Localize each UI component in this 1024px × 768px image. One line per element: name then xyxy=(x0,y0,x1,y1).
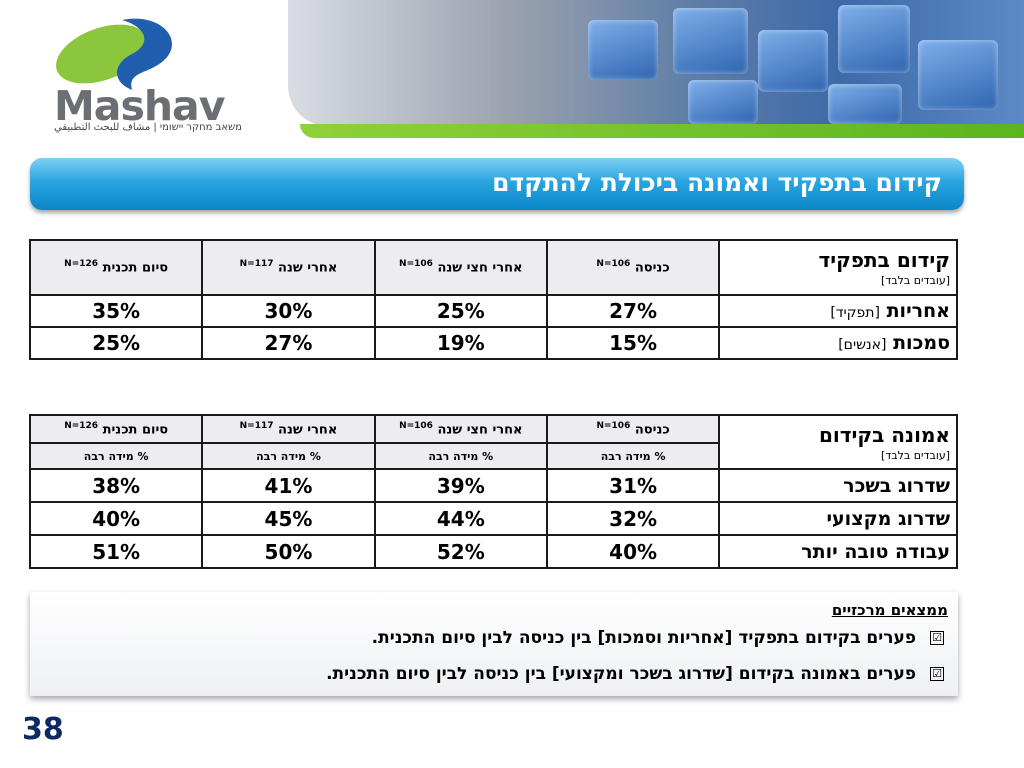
logo-tagline: משאב מחקר יישומי | مشاف للبحث التطبيقي xyxy=(54,122,242,133)
value-cell: 40% xyxy=(28,501,204,536)
header-banner: Mashav משאב מחקר יישומי | مشاف للبحث الت… xyxy=(0,0,1024,140)
column-header: סיום תכנית N=126 xyxy=(28,414,204,444)
table-row: שדרוג בשכר 31% 39% 41% 38% xyxy=(28,468,958,503)
subheader-cell: % מידה רבה xyxy=(201,442,376,470)
value-cell: 15% xyxy=(545,326,721,360)
table-title: קידום בתפקיד xyxy=(818,248,950,272)
value-cell: 25% xyxy=(373,294,548,328)
value-cell: 40% xyxy=(545,534,721,569)
row-label: שדרוג בשכר xyxy=(718,468,958,503)
column-header: אחרי חצי שנה N=106 xyxy=(373,414,548,444)
table-row: אחריות [תפקיד] 27% 25% 30% 35% xyxy=(28,294,958,328)
row-label: אחריות [תפקיד] xyxy=(718,294,958,328)
value-cell: 41% xyxy=(201,468,376,503)
key-findings-box: ממצאים מרכזיים ☑פערים בקידום בתפקיד [אחר… xyxy=(30,592,958,696)
value-cell: 30% xyxy=(201,294,376,328)
value-cell: 45% xyxy=(201,501,376,536)
row-label: שדרוג מקצועי xyxy=(718,501,958,536)
value-cell: 32% xyxy=(545,501,721,536)
table-subtitle: [עובדים בלבד] xyxy=(880,448,950,462)
table-title-cell: אמונה בקידום [עובדים בלבד] xyxy=(718,414,958,470)
table-row: עבודה טובה יותר 40% 52% 50% 51% xyxy=(28,534,958,569)
value-cell: 25% xyxy=(28,326,204,360)
promotion-table: קידום בתפקיד [עובדים בלבד] כניסה N=106 א… xyxy=(28,239,958,360)
column-header: אחרי חצי שנה N=106 xyxy=(373,239,548,296)
value-cell: 52% xyxy=(373,534,548,569)
column-header: אחרי שנה N=117 xyxy=(201,239,376,296)
slide-title-bar: קידום בתפקיד ואמונה ביכולת להתקדם xyxy=(30,158,964,210)
value-cell: 35% xyxy=(28,294,204,328)
value-cell: 39% xyxy=(373,468,548,503)
finding-item: ☑פערים בקידום בתפקיד [אחריות וסמכות] בין… xyxy=(372,628,944,648)
subheader-cell: % מידה רבה xyxy=(28,442,204,470)
belief-table: אמונה בקידום [עובדים בלבד] כניסה N=106 א… xyxy=(28,414,958,569)
table-subtitle: [עובדים בלבד] xyxy=(880,274,950,287)
value-cell: 19% xyxy=(373,326,548,360)
value-cell: 27% xyxy=(201,326,376,360)
slide-title: קידום בתפקיד ואמונה ביכולת להתקדם xyxy=(492,168,942,197)
checkbox-icon: ☑ xyxy=(930,667,944,681)
puzzle-banner-image xyxy=(288,0,1024,126)
value-cell: 31% xyxy=(545,468,721,503)
logo-wordmark: Mashav xyxy=(54,82,225,130)
checkbox-icon: ☑ xyxy=(930,631,944,645)
finding-item: ☑פערים באמונה בקידום [שדרוג בשכר ומקצועי… xyxy=(326,664,944,684)
column-header: כניסה N=106 xyxy=(545,414,721,444)
green-accent-stripe xyxy=(300,124,1024,138)
value-cell: 27% xyxy=(545,294,721,328)
column-header: כניסה N=106 xyxy=(545,239,721,296)
row-label: עבודה טובה יותר xyxy=(718,534,958,569)
value-cell: 38% xyxy=(28,468,204,503)
table-row: סמכות [אנשים] 15% 19% 27% 25% xyxy=(28,326,958,360)
row-label: סמכות [אנשים] xyxy=(718,326,958,360)
subheader-cell: % מידה רבה xyxy=(545,442,721,470)
value-cell: 51% xyxy=(28,534,204,569)
mashav-logo-icon xyxy=(56,18,173,90)
findings-title: ממצאים מרכזיים xyxy=(831,601,948,619)
value-cell: 44% xyxy=(373,501,548,536)
page-number: 38 xyxy=(22,712,64,747)
column-header: אחרי שנה N=117 xyxy=(201,414,376,444)
column-header: סיום תכנית N=126 xyxy=(28,239,204,296)
table-row: שדרוג מקצועי 32% 44% 45% 40% xyxy=(28,501,958,536)
table-title-cell: קידום בתפקיד [עובדים בלבד] xyxy=(718,239,958,296)
subheader-cell: % מידה רבה xyxy=(373,442,548,470)
value-cell: 50% xyxy=(201,534,376,569)
table-title: אמונה בקידום xyxy=(818,422,950,447)
